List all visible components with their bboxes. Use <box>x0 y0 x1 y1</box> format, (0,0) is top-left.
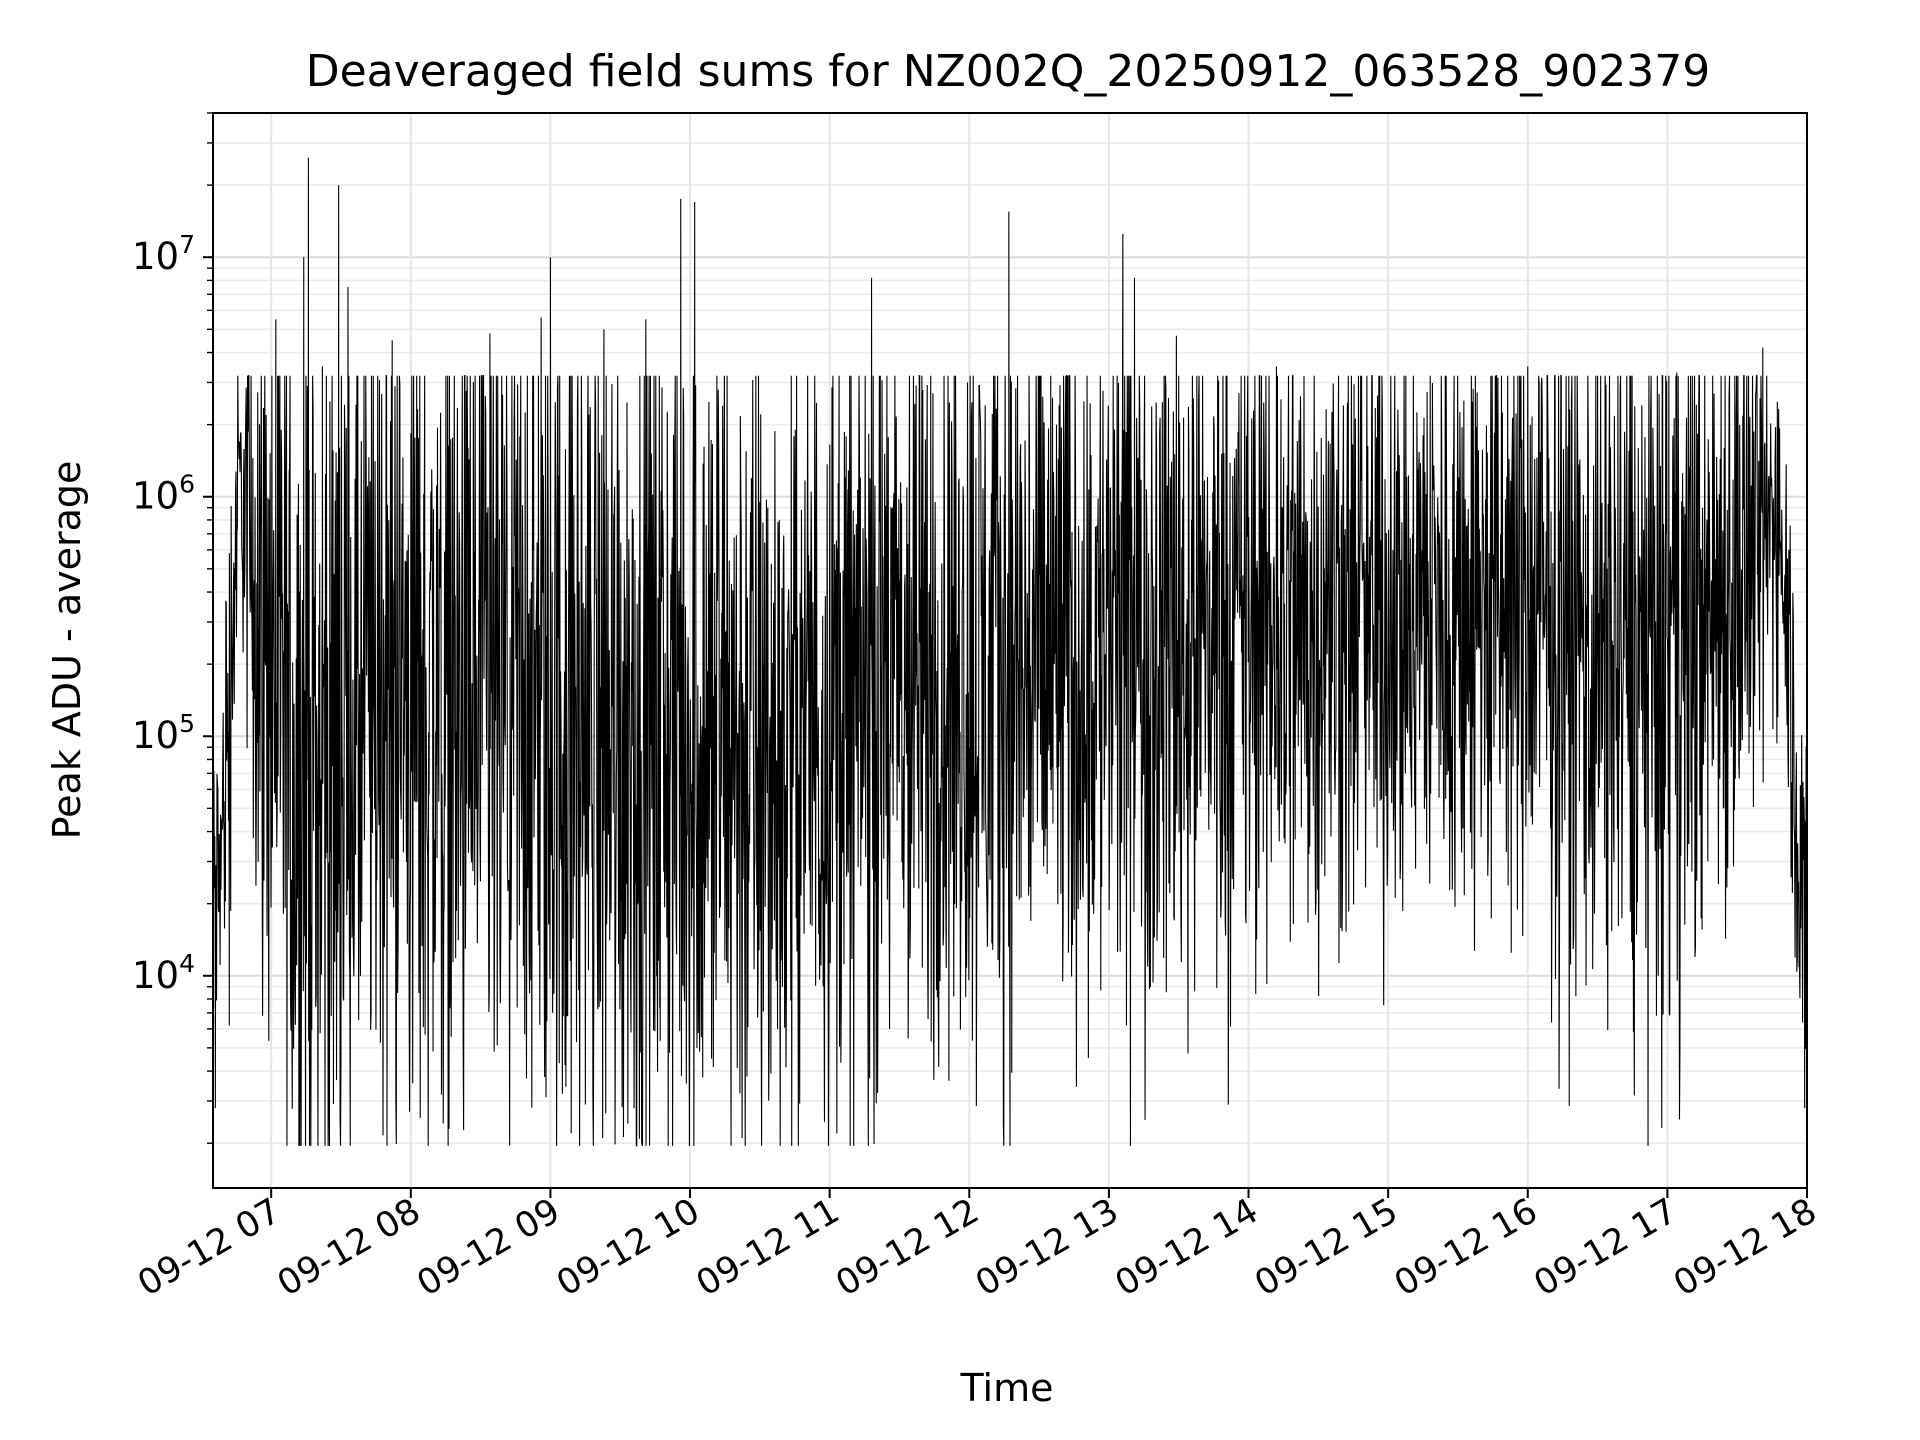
y-tick-label: 106 <box>132 470 195 518</box>
series-line <box>212 157 1808 1147</box>
plot-frame <box>212 112 1808 1189</box>
y-tick-label: 104 <box>132 949 195 997</box>
y-tick-exponent: 5 <box>179 709 195 738</box>
y-tick-base: 10 <box>132 714 179 757</box>
y-tick-label: 107 <box>132 230 195 278</box>
y-tick-label: 105 <box>132 709 195 757</box>
y-tick-exponent: 6 <box>179 470 195 499</box>
data-line <box>212 157 1808 1147</box>
y-tick-base: 10 <box>132 235 179 278</box>
y-tick-base: 10 <box>132 954 179 997</box>
y-tick-exponent: 7 <box>179 230 195 259</box>
y-tick-base: 10 <box>132 475 179 518</box>
x-axis-label: Time <box>960 1366 1054 1410</box>
axis-ticks <box>203 112 1808 1198</box>
chart-title: Deaveraged field sums for NZ002Q_2025091… <box>306 46 1711 97</box>
y-axis-label: Peak ADU - average <box>45 461 89 840</box>
y-tick-exponent: 4 <box>179 949 195 978</box>
